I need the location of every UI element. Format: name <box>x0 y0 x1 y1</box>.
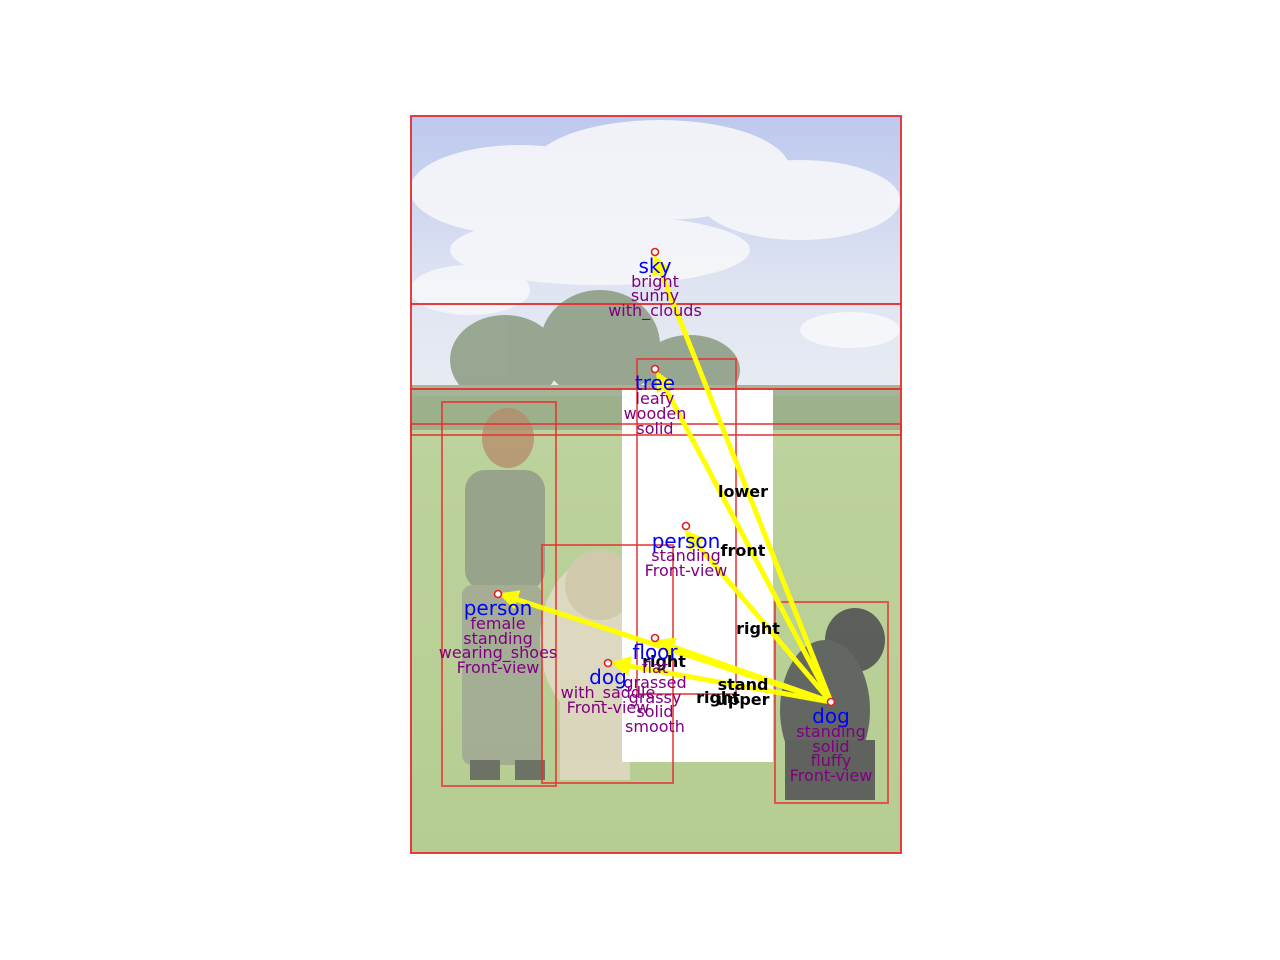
attribute-label: standing <box>651 546 720 565</box>
relation-arrow <box>684 529 833 704</box>
attribute-label: wooden <box>624 404 687 423</box>
attribute-label: solid <box>812 737 849 756</box>
attribute-label: grassy <box>629 688 682 707</box>
attribute-label: bright <box>631 272 679 291</box>
center-dot-dog-white <box>603 658 613 668</box>
center-dot-dog-black <box>826 697 836 707</box>
relation-label: right <box>736 619 780 638</box>
attribute-label: with_clouds <box>608 301 702 321</box>
attribute-label: leafy <box>636 389 675 408</box>
relation-label: right <box>642 652 686 671</box>
bounding-boxes <box>410 115 902 854</box>
object-name: floor <box>632 640 678 664</box>
bbox-floor <box>410 423 902 854</box>
object-name: dog <box>589 665 627 689</box>
object-label-floor: floor flat grassed grassy solid smooth <box>623 640 686 736</box>
bbox-tree-line <box>410 388 902 436</box>
attribute-label: sunny <box>631 286 679 305</box>
attribute-label: Front-view <box>457 658 540 677</box>
attribute-label: Front-view <box>567 698 650 717</box>
relation-label: upper <box>716 690 769 709</box>
object-label-dog-black: dog standing solid fluffy Front-view <box>790 704 873 785</box>
object-name: person <box>652 529 721 553</box>
relation-label: lower <box>718 482 768 501</box>
bbox-person-left <box>441 401 557 787</box>
relation-label: right <box>696 688 740 707</box>
object-name: tree <box>635 371 675 395</box>
object-label-tree: tree leafy wooden solid <box>624 371 687 438</box>
object-label-dog-white: dog with_saddle Front-view <box>561 665 656 717</box>
object-name: person <box>464 596 533 620</box>
relation-arrow <box>652 254 834 703</box>
center-dot-person-left <box>493 589 503 599</box>
attribute-label: smooth <box>625 717 685 736</box>
attribute-label: standing <box>796 722 865 741</box>
relation-label: front <box>721 541 766 560</box>
attribute-label: solid <box>636 702 673 721</box>
attribute-label: standing <box>463 629 532 648</box>
relation-label: stand <box>718 675 769 694</box>
bbox-dog-black <box>774 601 889 804</box>
center-dot-floor <box>650 633 660 643</box>
bbox-dog-white <box>541 544 674 784</box>
center-dot-tree <box>650 364 660 374</box>
attribute-label: wearing_shoes <box>439 643 558 663</box>
attribute-label: flat <box>642 658 668 677</box>
attribute-label: Front-view <box>790 766 873 785</box>
relation-arrow <box>656 370 834 704</box>
attribute-label: fluffy <box>811 751 852 770</box>
attribute-label: grassed <box>623 673 686 692</box>
attribute-label: female <box>470 614 525 633</box>
center-dot-sky <box>650 247 660 257</box>
object-name: dog <box>812 704 850 728</box>
attribute-label: solid <box>636 419 673 438</box>
center-dot-person-center <box>681 521 691 531</box>
attribute-label: Front-view <box>645 561 728 580</box>
cloud-shapes <box>410 120 900 348</box>
object-label-sky: sky bright sunny with_clouds <box>608 254 702 321</box>
relation-arrow <box>654 637 832 705</box>
object-label-person-center: person standing Front-view <box>645 529 728 580</box>
object-centers <box>493 247 836 707</box>
object-name: sky <box>638 254 671 278</box>
relation-labels: lower front right right stand right uppe… <box>642 482 780 709</box>
relation-arrows <box>498 254 834 705</box>
relation-arrow <box>610 656 832 705</box>
attribute-label: with_saddle <box>561 683 656 703</box>
black-dog-figure <box>780 608 885 800</box>
object-label-person-left: person female standing wearing_shoes Fro… <box>439 596 558 677</box>
